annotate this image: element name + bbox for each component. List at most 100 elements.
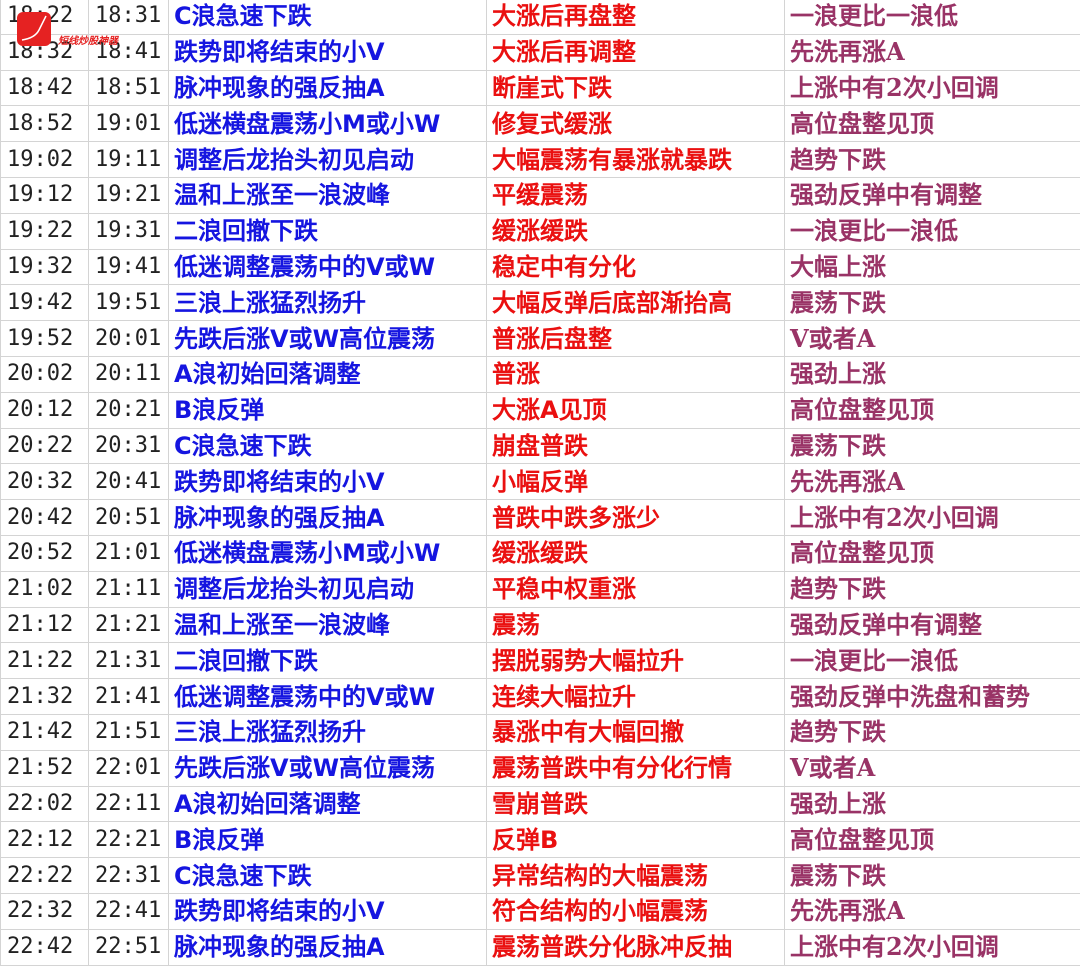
end-time-cell[interactable]: 20:51	[89, 500, 169, 536]
pattern-cell[interactable]: 调整后龙抬头初见启动	[169, 142, 487, 178]
trend-cell[interactable]: 强劲反弹中洗盘和蓄势	[785, 679, 1080, 715]
end-time-cell[interactable]: 19:11	[89, 142, 169, 178]
start-time-cell[interactable]: 20:02	[1, 356, 89, 392]
end-time-cell[interactable]: 20:11	[89, 356, 169, 392]
market-cell[interactable]: 稳定中有分化	[487, 249, 785, 285]
market-cell[interactable]: 平缓震荡	[487, 177, 785, 213]
end-time-cell[interactable]: 22:41	[89, 893, 169, 929]
end-time-cell[interactable]: 21:41	[89, 679, 169, 715]
trend-cell[interactable]: 一浪更比一浪低	[785, 0, 1080, 34]
trend-cell[interactable]: 先洗再涨A	[785, 34, 1080, 70]
market-cell[interactable]: 连续大幅拉升	[487, 679, 785, 715]
market-cell[interactable]: 符合结构的小幅震荡	[487, 893, 785, 929]
pattern-cell[interactable]: 低迷横盘震荡小M或小W	[169, 106, 487, 142]
pattern-cell[interactable]: 脉冲现象的强反抽A	[169, 929, 487, 965]
end-time-cell[interactable]: 22:21	[89, 822, 169, 858]
trend-cell[interactable]: 上涨中有2次小回调	[785, 500, 1080, 536]
end-time-cell[interactable]: 22:01	[89, 750, 169, 786]
market-cell[interactable]: 大涨A见顶	[487, 392, 785, 428]
market-cell[interactable]: 震荡	[487, 607, 785, 643]
start-time-cell[interactable]: 19:52	[1, 321, 89, 357]
trend-cell[interactable]: 大幅上涨	[785, 249, 1080, 285]
pattern-cell[interactable]: C浪急速下跌	[169, 428, 487, 464]
trend-cell[interactable]: 高位盘整见顶	[785, 822, 1080, 858]
market-cell[interactable]: 震荡普跌中有分化行情	[487, 750, 785, 786]
pattern-cell[interactable]: B浪反弹	[169, 822, 487, 858]
start-time-cell[interactable]: 20:52	[1, 535, 89, 571]
pattern-cell[interactable]: 温和上涨至一浪波峰	[169, 177, 487, 213]
end-time-cell[interactable]: 22:11	[89, 786, 169, 822]
market-cell[interactable]: 修复式缓涨	[487, 106, 785, 142]
end-time-cell[interactable]: 21:21	[89, 607, 169, 643]
market-cell[interactable]: 缓涨缓跌	[487, 213, 785, 249]
trend-cell[interactable]: 高位盘整见顶	[785, 392, 1080, 428]
end-time-cell[interactable]: 21:31	[89, 643, 169, 679]
pattern-cell[interactable]: 调整后龙抬头初见启动	[169, 571, 487, 607]
start-time-cell[interactable]: 19:42	[1, 285, 89, 321]
start-time-cell[interactable]: 21:02	[1, 571, 89, 607]
trend-cell[interactable]: 上涨中有2次小回调	[785, 70, 1080, 106]
start-time-cell[interactable]: 19:22	[1, 213, 89, 249]
end-time-cell[interactable]: 22:31	[89, 858, 169, 894]
trend-cell[interactable]: V或者A	[785, 321, 1080, 357]
start-time-cell[interactable]: 19:12	[1, 177, 89, 213]
trend-cell[interactable]: 上涨中有2次小回调	[785, 929, 1080, 965]
pattern-cell[interactable]: C浪急速下跌	[169, 858, 487, 894]
trend-cell[interactable]: 震荡下跌	[785, 428, 1080, 464]
trend-cell[interactable]: 趋势下跌	[785, 714, 1080, 750]
pattern-cell[interactable]: 先跌后涨V或W高位震荡	[169, 750, 487, 786]
pattern-cell[interactable]: 二浪回撤下跌	[169, 643, 487, 679]
pattern-cell[interactable]: 脉冲现象的强反抽A	[169, 500, 487, 536]
market-cell[interactable]: 平稳中权重涨	[487, 571, 785, 607]
pattern-cell[interactable]: 低迷调整震荡中的V或W	[169, 679, 487, 715]
market-cell[interactable]: 暴涨中有大幅回撤	[487, 714, 785, 750]
market-cell[interactable]: 反弹B	[487, 822, 785, 858]
trend-cell[interactable]: 先洗再涨A	[785, 464, 1080, 500]
end-time-cell[interactable]: 20:21	[89, 392, 169, 428]
start-time-cell[interactable]: 18:42	[1, 70, 89, 106]
end-time-cell[interactable]: 18:31	[89, 0, 169, 34]
pattern-cell[interactable]: 低迷调整震荡中的V或W	[169, 249, 487, 285]
market-cell[interactable]: 摆脱弱势大幅拉升	[487, 643, 785, 679]
pattern-cell[interactable]: 二浪回撤下跌	[169, 213, 487, 249]
end-time-cell[interactable]: 19:01	[89, 106, 169, 142]
end-time-cell[interactable]: 19:21	[89, 177, 169, 213]
pattern-cell[interactable]: 跌势即将结束的小V	[169, 893, 487, 929]
pattern-cell[interactable]: 温和上涨至一浪波峰	[169, 607, 487, 643]
end-time-cell[interactable]: 18:51	[89, 70, 169, 106]
trend-cell[interactable]: 先洗再涨A	[785, 893, 1080, 929]
market-cell[interactable]: 异常结构的大幅震荡	[487, 858, 785, 894]
market-cell[interactable]: 小幅反弹	[487, 464, 785, 500]
start-time-cell[interactable]: 20:32	[1, 464, 89, 500]
start-time-cell[interactable]: 21:52	[1, 750, 89, 786]
start-time-cell[interactable]: 20:42	[1, 500, 89, 536]
pattern-cell[interactable]: 三浪上涨猛烈扬升	[169, 285, 487, 321]
pattern-cell[interactable]: 三浪上涨猛烈扬升	[169, 714, 487, 750]
market-cell[interactable]: 普涨后盘整	[487, 321, 785, 357]
pattern-cell[interactable]: 脉冲现象的强反抽A	[169, 70, 487, 106]
end-time-cell[interactable]: 19:51	[89, 285, 169, 321]
end-time-cell[interactable]: 20:31	[89, 428, 169, 464]
start-time-cell[interactable]: 22:02	[1, 786, 89, 822]
market-cell[interactable]: 大涨后再调整	[487, 34, 785, 70]
market-cell[interactable]: 雪崩普跌	[487, 786, 785, 822]
start-time-cell[interactable]: 20:22	[1, 428, 89, 464]
trend-cell[interactable]: 强劲反弹中有调整	[785, 177, 1080, 213]
trend-cell[interactable]: 趋势下跌	[785, 571, 1080, 607]
market-cell[interactable]: 断崖式下跌	[487, 70, 785, 106]
market-cell[interactable]: 大涨后再盘整	[487, 0, 785, 34]
start-time-cell[interactable]: 22:12	[1, 822, 89, 858]
market-cell[interactable]: 大幅震荡有暴涨就暴跌	[487, 142, 785, 178]
market-cell[interactable]: 崩盘普跌	[487, 428, 785, 464]
end-time-cell[interactable]: 22:51	[89, 929, 169, 965]
pattern-cell[interactable]: A浪初始回落调整	[169, 356, 487, 392]
market-cell[interactable]: 大幅反弹后底部渐抬高	[487, 285, 785, 321]
trend-cell[interactable]: 趋势下跌	[785, 142, 1080, 178]
pattern-cell[interactable]: C浪急速下跌	[169, 0, 487, 34]
trend-cell[interactable]: 一浪更比一浪低	[785, 213, 1080, 249]
trend-cell[interactable]: 强劲反弹中有调整	[785, 607, 1080, 643]
trend-cell[interactable]: 强劲上涨	[785, 786, 1080, 822]
start-time-cell[interactable]: 19:02	[1, 142, 89, 178]
start-time-cell[interactable]: 18:52	[1, 106, 89, 142]
market-cell[interactable]: 普跌中跌多涨少	[487, 500, 785, 536]
